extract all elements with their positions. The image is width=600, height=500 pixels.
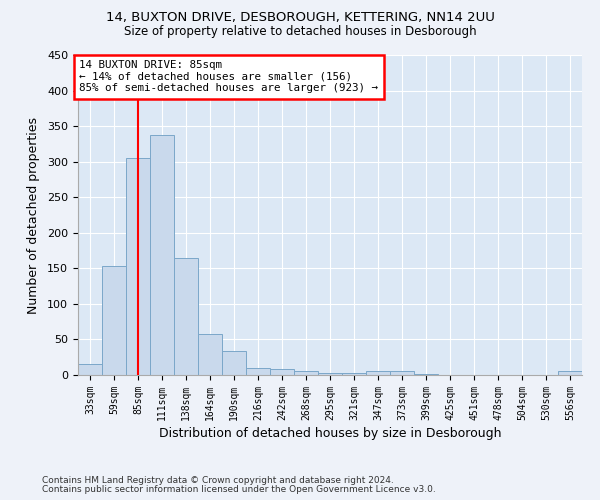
Bar bbox=[102, 266, 126, 375]
X-axis label: Distribution of detached houses by size in Desborough: Distribution of detached houses by size … bbox=[159, 427, 501, 440]
Y-axis label: Number of detached properties: Number of detached properties bbox=[27, 116, 40, 314]
Bar bbox=[366, 372, 390, 375]
Bar bbox=[174, 258, 198, 375]
Text: Contains HM Land Registry data © Crown copyright and database right 2024.: Contains HM Land Registry data © Crown c… bbox=[42, 476, 394, 485]
Bar bbox=[78, 364, 102, 375]
Bar bbox=[342, 373, 366, 375]
Bar bbox=[294, 370, 318, 375]
Bar bbox=[126, 158, 150, 375]
Bar bbox=[318, 373, 342, 375]
Bar bbox=[150, 134, 174, 375]
Bar bbox=[390, 372, 414, 375]
Bar bbox=[198, 334, 222, 375]
Bar bbox=[558, 372, 582, 375]
Text: Contains public sector information licensed under the Open Government Licence v3: Contains public sector information licen… bbox=[42, 484, 436, 494]
Bar bbox=[414, 374, 438, 375]
Text: Size of property relative to detached houses in Desborough: Size of property relative to detached ho… bbox=[124, 25, 476, 38]
Bar bbox=[222, 351, 246, 375]
Bar bbox=[246, 368, 270, 375]
Text: 14, BUXTON DRIVE, DESBOROUGH, KETTERING, NN14 2UU: 14, BUXTON DRIVE, DESBOROUGH, KETTERING,… bbox=[106, 11, 494, 24]
Bar bbox=[270, 370, 294, 375]
Text: 14 BUXTON DRIVE: 85sqm
← 14% of detached houses are smaller (156)
85% of semi-de: 14 BUXTON DRIVE: 85sqm ← 14% of detached… bbox=[79, 60, 378, 93]
